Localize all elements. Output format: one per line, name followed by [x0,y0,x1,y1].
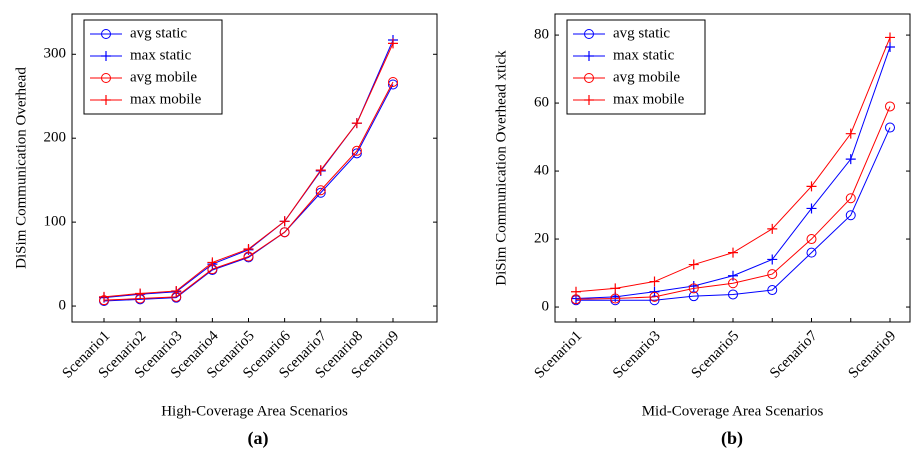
y-tick-label: 80 [534,27,549,43]
data-point [885,122,895,133]
data-point [806,234,817,245]
x-tick-label: Scenario3 [610,328,664,382]
x-axis-label: Mid-Coverage Area Scenarios [642,403,824,419]
data-point [767,223,778,234]
data-point [688,283,699,294]
data-point [388,79,398,90]
data-point [207,257,218,268]
legend-label: max mobile [130,91,202,107]
legend-marker [101,95,111,105]
data-point [279,227,290,238]
data-point [315,185,326,196]
legend-marker [584,29,594,39]
data-point [279,216,290,227]
legend-marker [101,29,111,39]
x-tick-label: Scenario5 [689,328,743,382]
data-point [610,291,621,302]
legend-marker [101,51,111,61]
data-point [767,254,778,265]
legend-marker [584,95,594,105]
data-point [688,291,699,302]
x-tick-label: Scenario1 [532,328,586,382]
data-point [728,270,738,281]
data-point [885,41,895,52]
x-tick-label: Scenario7 [767,328,821,382]
data-point [845,154,856,165]
data-point [135,288,146,299]
legend-label: avg mobile [130,69,197,85]
legend-label: max static [130,47,192,63]
y-tick-label: 300 [44,46,67,62]
data-point [767,285,778,296]
data-point [688,280,699,291]
series-line [103,84,394,302]
data-point [728,247,738,258]
data-point [610,293,621,304]
y-tick-label: 60 [534,95,549,111]
legend-label: avg static [613,25,670,41]
data-point [845,210,856,221]
y-axis-label: DiSim Communication Overhead [13,67,29,269]
y-axis-label: DiSim Communication Overhead xtick [493,50,509,286]
legend-box [566,19,706,115]
data-point [99,291,109,302]
caption: (a) [248,428,269,449]
data-point [571,286,581,297]
data-point [885,101,895,112]
y-tick-label: 100 [44,214,67,230]
data-point [351,118,362,129]
data-point [845,193,856,204]
data-point [806,181,817,192]
x-tick-label: Scenario9 [846,328,900,382]
data-point [649,276,660,287]
series-line [103,81,394,301]
data-point [351,145,362,156]
data-point [388,38,398,49]
data-point [171,285,182,296]
y-tick-label: 20 [534,230,549,246]
data-point [315,187,326,198]
data-point [649,291,660,302]
data-point [767,269,778,280]
legend-label: max static [613,47,675,63]
x-axis-label: High-Coverage Area Scenarios [161,403,348,419]
data-point [610,283,621,294]
y-tick-label: 0 [59,297,67,313]
legend-label: avg static [130,25,187,41]
legend-label: max mobile [613,91,685,107]
data-point [728,278,738,289]
plot-frame [71,13,438,323]
data-point [388,76,398,87]
legend-marker [101,73,111,83]
y-tick-label: 200 [44,130,67,146]
data-point [728,289,738,300]
data-point [688,259,699,270]
series-line [576,127,891,301]
legend-marker [584,73,594,83]
data-point [885,32,895,43]
caption: (b) [721,428,743,449]
legend-label: avg mobile [613,69,680,85]
series-line [575,106,891,300]
y-tick-label: 0 [542,298,550,314]
data-point [315,165,326,176]
data-point [351,148,362,159]
legend-box [83,19,223,115]
data-point [806,247,817,258]
data-point [806,203,817,214]
data-point [243,243,254,254]
y-tick-label: 40 [534,162,549,178]
data-point [845,128,856,139]
data-point [649,286,660,297]
legend-marker [584,51,594,61]
